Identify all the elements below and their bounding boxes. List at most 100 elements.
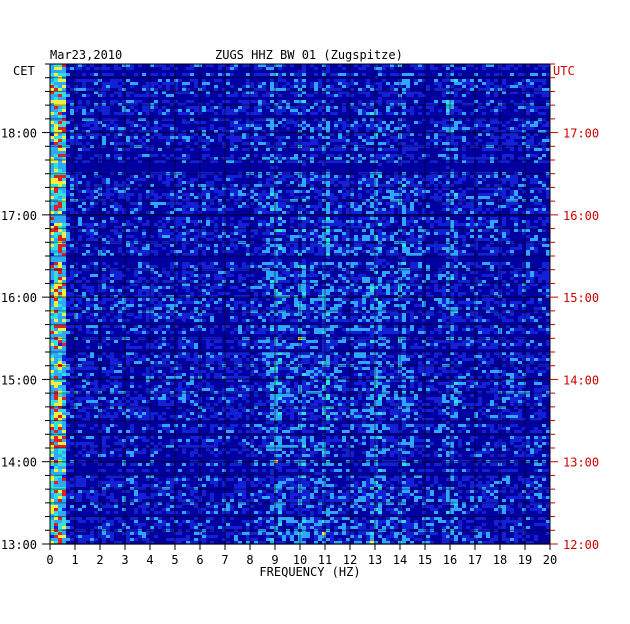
heatmap-cell (462, 154, 466, 157)
heatmap-cell (270, 283, 274, 286)
heatmap-cell (138, 289, 142, 292)
heatmap-cell (282, 211, 286, 214)
heatmap-cell (162, 106, 166, 109)
heatmap-cell (202, 199, 206, 202)
heatmap-cell (510, 133, 514, 136)
heatmap-cell (182, 82, 186, 85)
heatmap-cell (282, 85, 286, 88)
heatmap-cell (462, 82, 466, 85)
heatmap-cell (130, 202, 134, 205)
heatmap-cell (170, 154, 174, 157)
heatmap-cell (326, 175, 330, 178)
heatmap-cell (486, 79, 490, 82)
heatmap-cell (54, 262, 58, 265)
heatmap-cell (146, 124, 150, 127)
heatmap-cell (326, 70, 330, 73)
heatmap-cell (50, 154, 54, 157)
heatmap-cell (82, 229, 86, 232)
heatmap-cell (154, 271, 158, 274)
heatmap-cell (70, 178, 74, 181)
heatmap-cell (390, 247, 394, 250)
heatmap-cell (146, 103, 150, 106)
heatmap-cell (286, 175, 290, 178)
heatmap-cell (58, 181, 62, 184)
heatmap-cell (242, 283, 246, 286)
heatmap-cell (282, 292, 286, 295)
heatmap-cell (102, 226, 106, 229)
heatmap-cell (238, 277, 242, 280)
heatmap-cell (134, 94, 138, 97)
heatmap-cell (414, 220, 418, 223)
heatmap-cell (290, 193, 294, 196)
heatmap-cell (318, 271, 322, 274)
heatmap-cell (206, 103, 210, 106)
heatmap-cell (346, 229, 350, 232)
heatmap-cell (438, 271, 442, 274)
heatmap-cell (106, 211, 110, 214)
heatmap-cell (182, 211, 186, 214)
heatmap-cell (362, 175, 366, 178)
heatmap-cell (222, 109, 226, 112)
heatmap-cell (366, 277, 370, 280)
heatmap-cell (230, 244, 234, 247)
heatmap-cell (542, 94, 546, 97)
heatmap-cell (290, 85, 294, 88)
heatmap-cell (126, 109, 130, 112)
heatmap-cell (102, 142, 106, 145)
heatmap-cell (190, 280, 194, 283)
heatmap-cell (430, 118, 434, 121)
heatmap-cell (354, 64, 358, 67)
heatmap-cell (226, 67, 230, 70)
heatmap-cell (110, 286, 114, 289)
heatmap-cell (490, 223, 494, 226)
heatmap-cell (174, 253, 178, 256)
heatmap-cell (94, 124, 98, 127)
heatmap-cell (406, 271, 410, 274)
heatmap-cell (146, 94, 150, 97)
heatmap-cell (414, 289, 418, 292)
heatmap-cell (270, 100, 274, 103)
heatmap-cell (542, 106, 546, 109)
heatmap-cell (278, 67, 282, 70)
heatmap-cell (346, 244, 350, 247)
heatmap-cell (402, 244, 406, 247)
heatmap-cell (486, 298, 490, 301)
heatmap-cell (282, 100, 286, 103)
heatmap-cell (74, 127, 78, 130)
heatmap-cell (378, 277, 382, 280)
heatmap-cell (342, 148, 346, 151)
heatmap-cell (58, 154, 62, 157)
heatmap-cell (434, 100, 438, 103)
heatmap-cell (274, 85, 278, 88)
heatmap-cell (330, 247, 334, 250)
heatmap-cell (246, 106, 250, 109)
heatmap-cell (194, 64, 198, 67)
heatmap-cell (326, 223, 330, 226)
heatmap-cell (190, 79, 194, 82)
heatmap-cell (146, 292, 150, 295)
heatmap-cell (358, 136, 362, 139)
heatmap-cell (58, 211, 62, 214)
heatmap-cell (302, 223, 306, 226)
heatmap-cell (390, 208, 394, 211)
heatmap-cell (478, 289, 482, 292)
heatmap-cell (478, 121, 482, 124)
heatmap-cell (186, 217, 190, 220)
heatmap-cell (106, 106, 110, 109)
heatmap-cell (114, 229, 118, 232)
heatmap-cell (290, 205, 294, 208)
heatmap-cell (414, 250, 418, 253)
heatmap-cell (446, 250, 450, 253)
heatmap-cell (378, 100, 382, 103)
heatmap-cell (186, 181, 190, 184)
heatmap-cell (370, 178, 374, 181)
heatmap-cell (434, 139, 438, 142)
heatmap-cell (402, 82, 406, 85)
heatmap-cell (110, 205, 114, 208)
heatmap-cell (194, 301, 198, 304)
heatmap-cell (446, 280, 450, 283)
heatmap-cell (74, 88, 78, 91)
heatmap-cell (374, 67, 378, 70)
heatmap-cell (194, 178, 198, 181)
heatmap-cell (378, 190, 382, 193)
